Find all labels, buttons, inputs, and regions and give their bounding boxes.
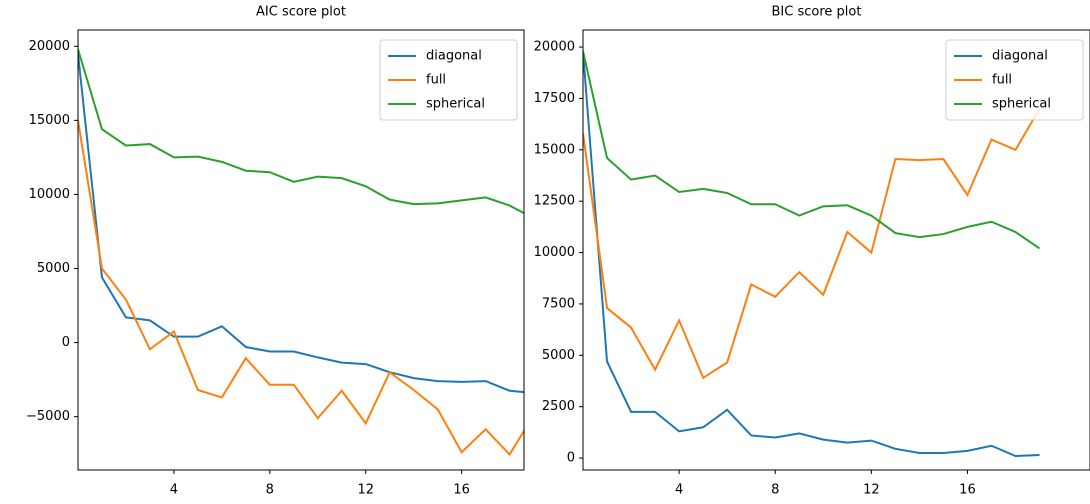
- y-tick-label: 10000: [534, 245, 575, 260]
- x-tick-label: 12: [357, 483, 374, 498]
- x-tick-label: 8: [771, 483, 779, 498]
- series-line: [78, 48, 524, 215]
- chart-panel: BIC score plot 0 2500 5000 7500 10000 12500 150…: [534, 5, 1090, 498]
- chart-title: BIC score plot: [772, 5, 862, 20]
- y-tick-label: 2500: [542, 399, 575, 414]
- x-tick-label: 8: [266, 483, 274, 498]
- x-tick-label: 16: [959, 483, 976, 498]
- y-tick-label: 0: [567, 451, 575, 466]
- y-tick-label: 7500: [542, 296, 575, 311]
- legend-label: full: [426, 73, 446, 88]
- series-line: [78, 53, 524, 394]
- y-tick-label: 5000: [542, 348, 575, 363]
- series-line: [583, 108, 1041, 380]
- legend-box: [945, 39, 1084, 121]
- y-tick-label: 10000: [29, 187, 70, 202]
- legend: diagonal full spherical: [945, 39, 1084, 121]
- x-tick-label: 4: [675, 483, 683, 498]
- series-line: [583, 50, 1041, 250]
- chart-panel: AIC score plot −5000 0 5000 10000 15000 20000 4…: [26, 5, 525, 498]
- chart-title: AIC score plot: [256, 5, 346, 20]
- y-tick-label: 12500: [534, 194, 575, 209]
- legend-box: [379, 39, 518, 121]
- legend-label: full: [992, 73, 1012, 88]
- axes-frame: [582, 29, 1090, 471]
- x-tick-label: 12: [863, 483, 880, 498]
- series-line: [78, 120, 524, 457]
- series-line: [583, 51, 1040, 458]
- x-tick-label: 4: [170, 483, 178, 498]
- legend-label: spherical: [426, 97, 485, 112]
- legend-label: diagonal: [992, 49, 1048, 64]
- legend: diagonal full spherical: [379, 39, 518, 121]
- y-tick-label: −5000: [26, 409, 70, 424]
- x-tick-label: 16: [453, 483, 470, 498]
- legend-label: diagonal: [426, 49, 482, 64]
- legend-label: spherical: [992, 97, 1051, 112]
- y-tick-label: 20000: [29, 39, 70, 54]
- y-tick-label: 20000: [534, 40, 575, 55]
- axes-frame: [77, 29, 525, 471]
- y-tick-label: 17500: [534, 91, 575, 106]
- y-tick-label: 0: [62, 335, 70, 350]
- y-tick-label: 15000: [534, 142, 575, 157]
- y-tick-label: 15000: [29, 113, 70, 128]
- y-tick-label: 5000: [37, 261, 70, 276]
